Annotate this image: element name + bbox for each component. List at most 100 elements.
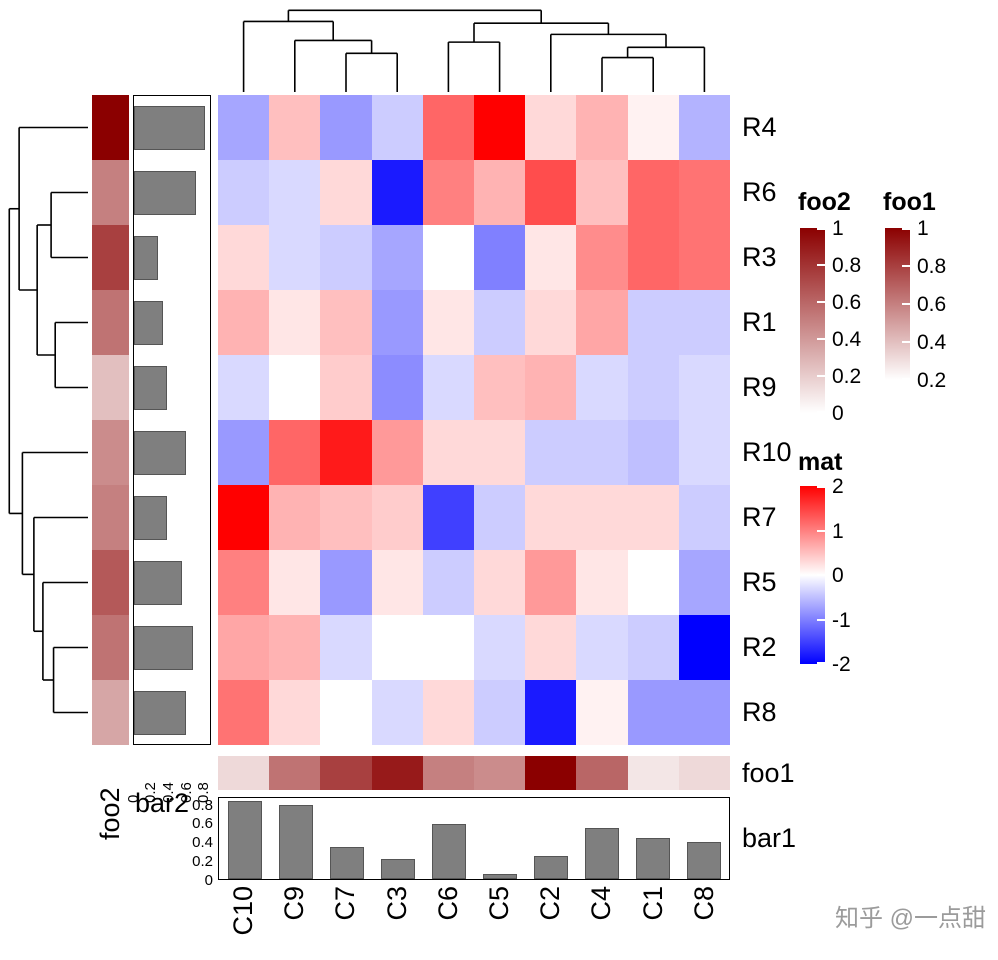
- bar1-bar: [533, 856, 568, 879]
- heatmap-cell: [576, 485, 628, 550]
- heatmap-cell: [371, 160, 423, 225]
- bar2-slot: [134, 226, 210, 291]
- bar1-bar: [278, 805, 313, 879]
- heatmap-cell: [525, 615, 577, 680]
- bar1-slot: [525, 798, 576, 879]
- heatmap-cell: [627, 95, 679, 160]
- bar2-slot: [134, 681, 210, 746]
- bar2-bar: [134, 691, 186, 735]
- heatmap-cell: [678, 95, 730, 160]
- heatmap-cell: [678, 550, 730, 615]
- legend-tick-mark: [817, 529, 825, 532]
- row-label: R10: [742, 437, 792, 467]
- heatmap-cell: [576, 95, 628, 160]
- heatmap-cell: [678, 355, 730, 420]
- column-label-text: C4: [586, 886, 617, 921]
- heatmap-cell: [627, 290, 679, 355]
- bar2-annotation-panel: [133, 95, 211, 745]
- bar2-axis-tick-label: 0.8: [195, 748, 213, 803]
- bar1-slot: [321, 798, 372, 879]
- bar1-annotation-panel: [218, 797, 730, 880]
- heatmap-cell: [422, 95, 474, 160]
- foo1-annotation-cell: [320, 756, 372, 790]
- legend-tick-mark: [817, 662, 825, 664]
- legend-tick-label: 1: [832, 217, 844, 240]
- legend-tick-label: 1: [917, 217, 929, 240]
- heatmap-cell: [525, 550, 577, 615]
- foo2-annotation-cell: [92, 290, 129, 355]
- row-label: R4: [742, 112, 777, 142]
- legend-tick-mark: [817, 411, 825, 413]
- heatmap-cell: [320, 680, 372, 745]
- heatmap-cell: [678, 420, 730, 485]
- column-labels: C10 C9 C7 C3 C6 C5 C2 C4 C1 C8: [218, 886, 730, 952]
- heatmap-cell: [218, 680, 270, 745]
- legend-tick-mark: [902, 341, 910, 343]
- legend-tick-label: 0: [832, 402, 844, 425]
- heatmap-cell: [474, 420, 526, 485]
- heatmap-cell: [422, 160, 474, 225]
- bar2-bar: [134, 496, 167, 540]
- column-label: C3: [372, 886, 423, 952]
- foo1-annotation-cell: [422, 756, 474, 790]
- row-label: R7: [742, 502, 777, 532]
- heatmap-cell: [576, 420, 628, 485]
- heatmap-cell: [371, 680, 423, 745]
- row-label: R6: [742, 177, 777, 207]
- legend-tick-label: -1: [832, 608, 851, 632]
- bar2-bar: [134, 431, 186, 475]
- legend-tick-mark: [902, 228, 910, 230]
- foo1-annotation-strip: [218, 756, 730, 790]
- column-dendrogram: [218, 6, 730, 92]
- bar2-slot: [134, 96, 210, 161]
- heatmap-cell: [525, 420, 577, 485]
- bar2-slot: [134, 421, 210, 486]
- heatmap-cell: [474, 95, 526, 160]
- legend-tick-mark: [817, 375, 825, 377]
- row-dendrogram: [6, 95, 88, 745]
- heatmap-cell: [371, 550, 423, 615]
- heatmap-cell: [218, 615, 270, 680]
- heatmap-cell: [269, 290, 321, 355]
- foo1-annotation-cell: [627, 756, 679, 790]
- heatmap-cell: [627, 680, 679, 745]
- heatmap-cell: [371, 355, 423, 420]
- bar1-axis-tick-label: 0.6: [192, 815, 213, 833]
- bar1-bar: [329, 846, 364, 879]
- column-label: C8: [679, 886, 730, 952]
- foo1-annotation-cell: [474, 756, 526, 790]
- column-label-text: C6: [432, 886, 463, 921]
- legend-title-mat: mat: [798, 448, 843, 476]
- heatmap-cell: [269, 485, 321, 550]
- heatmap-cell: [320, 550, 372, 615]
- legend-tick-label: 2: [832, 475, 844, 498]
- heatmap-cell: [320, 485, 372, 550]
- bar2-bar: [134, 366, 167, 410]
- legend-tick-mark: [817, 486, 825, 488]
- bar2-slot: [134, 551, 210, 616]
- foo1-annotation-cell: [218, 756, 270, 790]
- bar1-bar: [431, 823, 466, 879]
- row-label: R5: [742, 567, 777, 597]
- bar2-slot: [134, 616, 210, 681]
- legend-tick-label: 0.4: [832, 328, 862, 351]
- heatmap-cell: [269, 680, 321, 745]
- bar1-slot: [372, 798, 423, 879]
- column-label: C10: [218, 886, 269, 952]
- bar2-axis-tick-text: 0.8: [195, 782, 213, 803]
- heatmap-cell: [576, 225, 628, 290]
- heatmap-cell: [627, 420, 679, 485]
- foo2-annotation-cell: [92, 615, 129, 680]
- bar1-slot: [219, 798, 270, 879]
- heatmap-cell: [218, 225, 270, 290]
- heatmap-cell: [525, 290, 577, 355]
- legend-tick-mark: [817, 574, 825, 576]
- heatmap-cell: [422, 615, 474, 680]
- heatmap-cell: [576, 550, 628, 615]
- column-label: C5: [474, 886, 525, 952]
- column-label-text: C5: [484, 886, 515, 921]
- bar1-slot: [627, 798, 678, 879]
- legend-tick-label: 0.8: [917, 255, 947, 278]
- heatmap-cell: [371, 420, 423, 485]
